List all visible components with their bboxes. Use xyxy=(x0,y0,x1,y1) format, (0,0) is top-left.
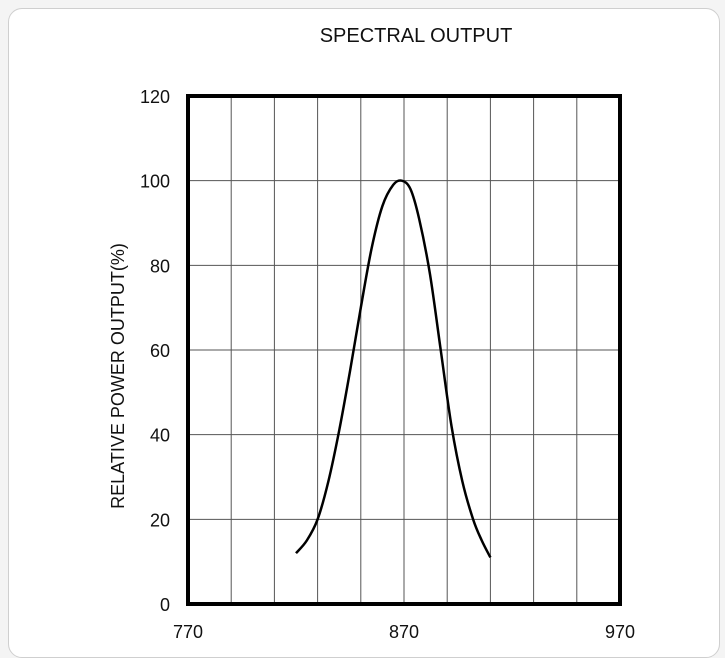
y-tick-label: 60 xyxy=(150,341,170,361)
y-axis-label: RELATIVE POWER OUTPUT(%) xyxy=(108,243,128,509)
grid-lines xyxy=(188,96,620,604)
spectral-curve-line xyxy=(296,180,490,557)
y-tick-label: 0 xyxy=(160,595,170,615)
x-axis-ticks: 770 870 970 xyxy=(173,622,635,642)
series-layer xyxy=(296,180,491,557)
y-tick-label: 100 xyxy=(140,172,170,192)
y-axis-ticks: 0 20 40 60 80 100 120 xyxy=(140,87,170,615)
x-tick-label: 770 xyxy=(173,622,203,642)
x-tick-label: 870 xyxy=(389,622,419,642)
chart-title: SPECTRAL OUTPUT xyxy=(320,25,513,47)
y-tick-label: 40 xyxy=(150,426,170,446)
y-tick-label: 120 xyxy=(140,87,170,107)
x-tick-label: 970 xyxy=(605,622,635,642)
y-tick-label: 20 xyxy=(150,510,170,530)
y-tick-label: 80 xyxy=(150,256,170,276)
